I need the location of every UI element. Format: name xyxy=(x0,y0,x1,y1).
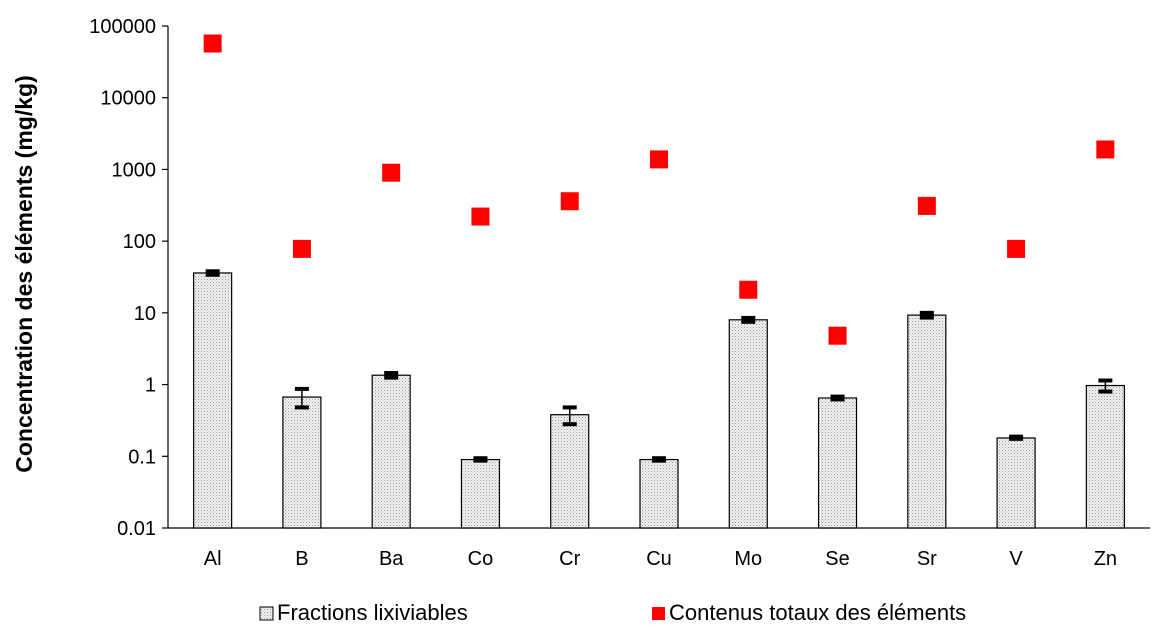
x-tick-label: Co xyxy=(468,548,494,570)
bar-fractions-lixiviables xyxy=(1085,384,1125,529)
legend-label-fractions-lixiviables: Fractions lixiviables xyxy=(277,600,468,625)
y-tick-label: 1000 xyxy=(112,159,157,181)
y-tick-label: 100000 xyxy=(89,16,156,38)
x-tick-label: Se xyxy=(825,548,849,570)
legend-swatch-fractions-lixiviables xyxy=(259,606,274,621)
x-tick-label: Al xyxy=(204,548,222,570)
bar-fractions-lixiviables xyxy=(371,374,411,529)
y-tick-label: 0.01 xyxy=(117,518,156,540)
marker-contenus-totaux xyxy=(650,150,668,169)
x-tick-label: Ba xyxy=(379,548,404,570)
x-tick-label: Cu xyxy=(646,548,672,570)
error-bars-group xyxy=(205,269,1113,463)
marker-contenus-totaux xyxy=(739,280,758,299)
bars-group xyxy=(193,272,1125,529)
marker-contenus-totaux xyxy=(471,207,490,226)
legend-swatch-contenus-totaux xyxy=(652,607,665,620)
legend: Fractions lixiviables Contenus totaux des… xyxy=(259,600,966,625)
y-axis-label: Concentration des éléments (mg/kg) xyxy=(11,75,37,472)
legend-label-contenus-totaux: Contenus totaux des éléments xyxy=(669,600,966,625)
x-tick-label: Cr xyxy=(559,548,580,570)
bar-fractions-lixiviables xyxy=(639,458,679,529)
y-tick-label: 10 xyxy=(134,303,156,325)
x-tick-label: Zn xyxy=(1094,548,1117,570)
bar-fractions-lixiviables xyxy=(728,319,768,529)
y-tick-labels-group: 0.01 0.1 1 10 100 1000 10000 100000 xyxy=(89,16,156,540)
marker-contenus-totaux xyxy=(1096,140,1115,159)
marker-contenus-totaux xyxy=(203,34,222,53)
marker-contenus-totaux xyxy=(560,192,579,211)
bar-fractions-lixiviables xyxy=(817,397,858,529)
bar-fractions-lixiviables xyxy=(996,437,1036,529)
marker-contenus-totaux xyxy=(917,196,936,215)
y-tick-label: 10000 xyxy=(100,88,156,110)
marker-contenus-totaux xyxy=(292,239,311,258)
x-tick-label: V xyxy=(1009,548,1023,570)
x-tick-label: Sr xyxy=(917,548,937,570)
markers-group xyxy=(203,34,1115,345)
x-tick-label: B xyxy=(295,548,308,570)
bar-fractions-lixiviables xyxy=(460,458,501,529)
bar-fractions-lixiviables xyxy=(282,396,322,529)
x-tick-label: Mo xyxy=(734,548,762,570)
x-tick-labels-group: Al B Ba Co Cr Cu Mo Se Sr V Zn xyxy=(204,548,1117,570)
marker-contenus-totaux xyxy=(382,163,401,182)
bar-fractions-lixiviables xyxy=(907,314,947,529)
marker-contenus-totaux xyxy=(1007,239,1026,258)
y-tick-label: 1 xyxy=(145,375,156,397)
y-tick-label: 100 xyxy=(123,231,156,253)
y-tick-label: 0.1 xyxy=(128,446,156,468)
bar-fractions-lixiviables xyxy=(550,414,590,529)
bar-fractions-lixiviables xyxy=(193,272,233,529)
marker-contenus-totaux xyxy=(828,326,847,345)
